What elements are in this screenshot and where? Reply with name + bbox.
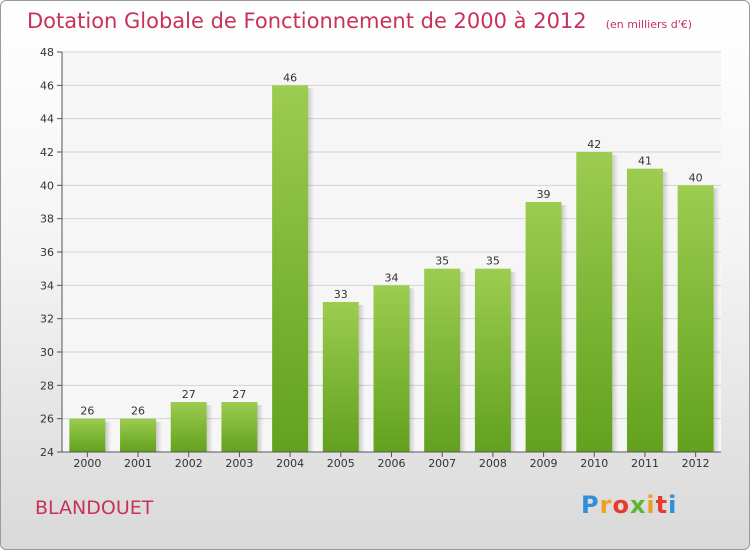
bar-shadow xyxy=(612,155,619,452)
x-tick-label: 2001 xyxy=(124,457,152,470)
bar-value-label: 34 xyxy=(385,271,399,284)
bar xyxy=(424,268,461,452)
y-tick-label: 24 xyxy=(40,446,54,459)
chart-title: Dotation Globale de Fonctionnement de 20… xyxy=(27,9,587,33)
bar-shadow xyxy=(257,405,264,452)
bar xyxy=(626,168,663,452)
bar-shadow xyxy=(358,305,365,452)
bar-shadow xyxy=(105,421,112,452)
y-tick-label: 44 xyxy=(40,113,54,126)
x-tick-label: 2000 xyxy=(73,457,101,470)
bar-value-label: 35 xyxy=(486,255,500,268)
bar-shadow xyxy=(308,88,315,452)
x-tick-label: 2012 xyxy=(682,457,710,470)
x-tick-label: 2002 xyxy=(175,457,203,470)
bar-shadow xyxy=(460,271,467,452)
y-tick-label: 40 xyxy=(40,179,54,192)
bar-shadow xyxy=(662,171,669,452)
x-tick-label: 2011 xyxy=(631,457,659,470)
bar-shadow xyxy=(713,188,720,453)
x-tick-label: 2008 xyxy=(479,457,507,470)
x-tick-label: 2006 xyxy=(378,457,406,470)
bar-shadow xyxy=(561,205,568,452)
x-tick-label: 2010 xyxy=(580,457,608,470)
logo-letter: i xyxy=(668,491,678,519)
bar xyxy=(221,402,258,452)
chart-subtitle: (en milliers d'€) xyxy=(605,18,693,31)
proxiti-logo: Proxiti xyxy=(581,491,677,519)
bar xyxy=(677,185,714,453)
axis-layer: 24 26 28 30 32 34 36 38 40 42 44 46 48 2000 2001 2002 20… xyxy=(40,46,721,470)
bar-value-label: 46 xyxy=(283,71,297,84)
bar-value-label: 35 xyxy=(435,255,449,268)
bar-value-label: 26 xyxy=(131,405,145,418)
bar xyxy=(170,402,207,452)
bar xyxy=(373,285,410,452)
bar-value-label: 33 xyxy=(334,288,348,301)
y-tick-label: 26 xyxy=(40,413,54,426)
bar-value-label: 40 xyxy=(689,171,703,184)
logo-letter: o xyxy=(612,491,630,519)
bar-value-label: 41 xyxy=(638,155,652,168)
logo-letter: t xyxy=(655,491,669,519)
x-tick-label: 2009 xyxy=(530,457,558,470)
y-tick-label: 30 xyxy=(40,346,54,359)
y-tick-label: 48 xyxy=(40,46,54,59)
y-tick-label: 36 xyxy=(40,246,54,259)
x-tick-label: 2005 xyxy=(327,457,355,470)
bar xyxy=(474,268,511,452)
bar xyxy=(322,302,359,452)
bar-shadow xyxy=(156,421,163,452)
bar-layer: 26 26 27 27 46 33 34 35 35 39 42 41 40 xyxy=(69,71,720,453)
bar-shadow xyxy=(206,405,213,452)
y-tick-label: 46 xyxy=(40,79,54,92)
x-tick-label: 2004 xyxy=(276,457,304,470)
bar-shadow xyxy=(409,288,416,452)
bar xyxy=(525,202,562,452)
y-tick-label: 38 xyxy=(40,213,54,226)
y-tick-label: 42 xyxy=(40,146,54,159)
y-tick-label: 28 xyxy=(40,379,54,392)
y-tick-label: 32 xyxy=(40,313,54,326)
bar-value-label: 27 xyxy=(232,388,246,401)
logo-letter: r xyxy=(599,491,613,519)
logo-letter: x xyxy=(629,491,647,519)
logo-letter: i xyxy=(646,491,656,519)
logo-letter: P xyxy=(581,491,600,519)
y-tick-label: 34 xyxy=(40,279,54,292)
bar-shadow xyxy=(510,271,517,452)
bar xyxy=(272,85,309,452)
bar xyxy=(69,418,106,452)
x-tick-label: 2003 xyxy=(225,457,253,470)
title-row: Dotation Globale de Fonctionnement de 20… xyxy=(27,9,692,33)
x-tick-label: 2007 xyxy=(428,457,456,470)
bar-value-label: 42 xyxy=(587,138,601,151)
bar-value-label: 26 xyxy=(80,405,94,418)
location-name: BLANDOUET xyxy=(35,497,154,519)
bar-value-label: 27 xyxy=(182,388,196,401)
bar xyxy=(576,152,613,452)
bar-value-label: 39 xyxy=(537,188,551,201)
bar xyxy=(120,418,157,452)
